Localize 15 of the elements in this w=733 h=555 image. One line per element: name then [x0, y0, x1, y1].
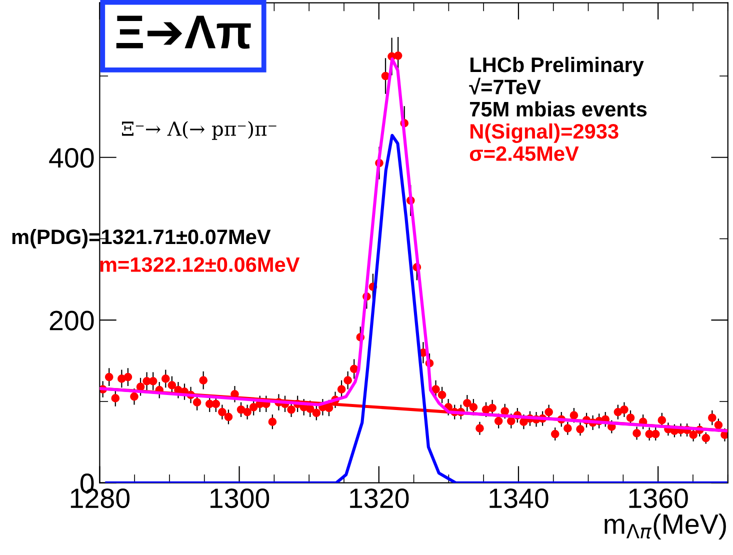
annotation: √=7TeV — [469, 78, 541, 94]
annotation: LHCb Preliminary — [470, 56, 644, 76]
annotation: 75M mbias events — [470, 101, 647, 117]
annotation: σ=2.45MeV — [470, 146, 579, 161]
y-tick-label: 400 — [49, 148, 94, 168]
x-tick-label: 1360 — [629, 488, 688, 508]
x-tick-label: 1340 — [490, 488, 548, 508]
x-tick-label: 1320 — [350, 488, 409, 508]
text: Ξ⁻→ Λ(→ pπ⁻)π⁻ — [122, 121, 276, 140]
x-axis-title: m$_{Λπ}$(MeV) — [604, 514, 726, 540]
y-tick-label: 200 — [50, 310, 94, 330]
annotation: m=1322.12±0.06MeV — [100, 257, 300, 272]
x-tick-label: 1300 — [210, 488, 270, 508]
annotation: N(Signal)=2933 — [470, 123, 618, 143]
chart-title: Ξ➔Λπ — [116, 16, 251, 49]
